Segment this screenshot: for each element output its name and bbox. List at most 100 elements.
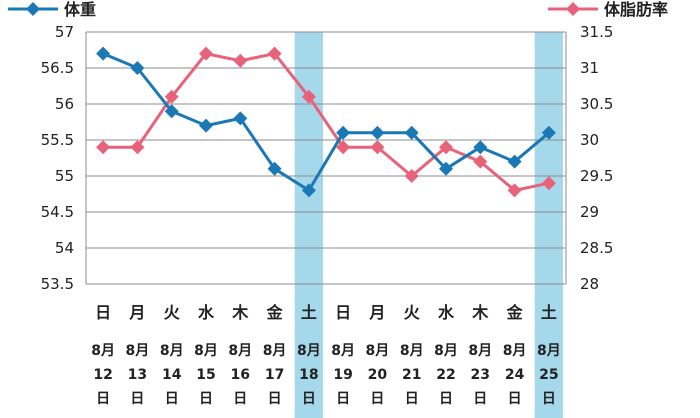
data-point-weight xyxy=(301,183,316,198)
data-point-weight xyxy=(233,111,248,126)
x-date-day-label: 13 xyxy=(128,367,147,383)
x-category-label: 火 xyxy=(404,303,421,322)
x-category-label: 金 xyxy=(266,303,284,322)
x-date-day-label: 18 xyxy=(299,367,318,383)
y-right-tick-label: 28.5 xyxy=(580,239,613,257)
y-left-tick-label: 56.5 xyxy=(41,59,74,77)
weekend-highlight-layer xyxy=(294,32,563,418)
data-point-weight xyxy=(473,140,488,155)
x-date-month-label: 8月 xyxy=(160,343,184,359)
data-point-body-fat xyxy=(267,46,282,61)
y-left-tick-label: 57 xyxy=(55,23,74,41)
x-date-suffix-label: 日 xyxy=(233,391,247,407)
data-point-weight xyxy=(439,161,453,176)
data-point-weight xyxy=(507,154,522,169)
data-point-body-fat xyxy=(199,46,213,61)
x-date-day-label: 22 xyxy=(436,367,455,383)
x-category-label: 月 xyxy=(128,303,145,322)
axis-layer: 57 56.5 56 55.5 55 54.5 54 53.5 31.5 31 30.5 30 29.5… xyxy=(41,23,614,293)
data-point-body-fat xyxy=(336,140,351,155)
x-category-label: 木 xyxy=(231,303,249,322)
y-right-tick-label: 29 xyxy=(580,203,599,221)
legend-marker-body-fat xyxy=(566,2,580,16)
data-point-body-fat xyxy=(507,183,522,198)
data-point-body-fat xyxy=(370,140,385,155)
x-category-label: 水 xyxy=(438,303,455,322)
data-point-weight xyxy=(199,118,213,133)
x-category-label: 土 xyxy=(301,303,317,322)
label-layer: 日8月12日月8月13日火8月14日水8月15日木8月16日金8月17日土8月1… xyxy=(91,303,560,407)
data-point-body-fat xyxy=(439,140,453,155)
data-point-body-fat xyxy=(301,89,316,104)
x-date-month-label: 8月 xyxy=(297,343,321,359)
x-date-month-label: 8月 xyxy=(537,343,561,359)
x-date-suffix-label: 日 xyxy=(302,391,316,407)
y-right-tick-label: 28 xyxy=(580,275,599,293)
x-date-day-label: 24 xyxy=(505,367,525,383)
y-left-tick-label: 53.5 xyxy=(41,275,74,293)
x-date-suffix-label: 日 xyxy=(268,391,282,407)
series-layer xyxy=(96,46,556,198)
legend-label-weight: 体重 xyxy=(64,0,96,19)
data-point-weight xyxy=(541,125,556,140)
gridline-layer xyxy=(86,31,566,285)
x-date-suffix-label: 日 xyxy=(473,391,487,407)
data-point-weight xyxy=(336,125,351,140)
x-date-day-label: 19 xyxy=(333,367,352,383)
x-date-day-label: 20 xyxy=(368,367,388,383)
data-point-weight xyxy=(130,61,145,75)
data-point-body-fat xyxy=(130,140,145,155)
weekend-highlight-band xyxy=(534,32,563,418)
x-category-label: 木 xyxy=(471,303,489,322)
y-left-tick-label: 55.5 xyxy=(41,131,74,149)
x-category-label: 火 xyxy=(164,303,181,322)
y-right-tick-label: 30.5 xyxy=(580,95,613,113)
x-category-label: 水 xyxy=(198,303,215,322)
y-right-tick-label: 31 xyxy=(580,59,599,77)
y-right-tick-label: 31.5 xyxy=(580,23,613,41)
legend-layer: 体重 体脂肪率 xyxy=(8,0,668,19)
data-point-body-fat xyxy=(404,169,419,183)
x-date-suffix-label: 日 xyxy=(199,391,213,407)
series-line-body-fat xyxy=(103,52,550,192)
x-category-label: 日 xyxy=(95,303,111,322)
x-date-month-label: 8月 xyxy=(331,343,355,359)
x-date-day-label: 12 xyxy=(93,367,112,383)
data-point-body-fat xyxy=(233,53,248,68)
x-date-month-label: 8月 xyxy=(126,343,150,359)
x-date-month-label: 8月 xyxy=(503,343,527,359)
x-category-label: 土 xyxy=(541,303,557,322)
x-date-month-label: 8月 xyxy=(91,343,115,359)
x-date-suffix-label: 日 xyxy=(439,391,453,407)
data-point-weight xyxy=(404,125,419,140)
x-date-day-label: 17 xyxy=(265,367,284,383)
x-category-label: 月 xyxy=(368,303,385,322)
x-date-day-label: 21 xyxy=(402,367,421,383)
x-date-month-label: 8月 xyxy=(194,343,218,359)
x-date-month-label: 8月 xyxy=(263,343,287,359)
x-date-day-label: 23 xyxy=(471,367,490,383)
x-date-day-label: 15 xyxy=(196,367,215,383)
x-date-suffix-label: 日 xyxy=(370,391,384,407)
legend-marker-weight xyxy=(26,2,40,16)
legend-label-body-fat: 体脂肪率 xyxy=(604,0,668,19)
x-date-suffix-label: 日 xyxy=(405,391,419,407)
x-date-day-label: 25 xyxy=(539,367,558,383)
data-point-body-fat xyxy=(473,154,488,169)
x-date-day-label: 14 xyxy=(162,367,182,383)
x-date-month-label: 8月 xyxy=(366,343,390,359)
data-point-body-fat xyxy=(541,176,556,191)
y-right-tick-label: 29.5 xyxy=(580,167,613,185)
y-left-tick-label: 54 xyxy=(55,239,74,257)
y-right-tick-label: 30 xyxy=(580,131,599,149)
x-category-label: 日 xyxy=(335,303,351,322)
x-date-month-label: 8月 xyxy=(434,343,458,359)
data-point-weight xyxy=(96,46,111,61)
x-date-suffix-label: 日 xyxy=(130,391,144,407)
series-line-weight xyxy=(102,52,550,192)
y-left-tick-label: 54.5 xyxy=(41,203,74,221)
y-left-tick-label: 56 xyxy=(55,95,74,113)
data-point-weight xyxy=(164,104,179,119)
x-date-suffix-label: 日 xyxy=(96,391,110,407)
